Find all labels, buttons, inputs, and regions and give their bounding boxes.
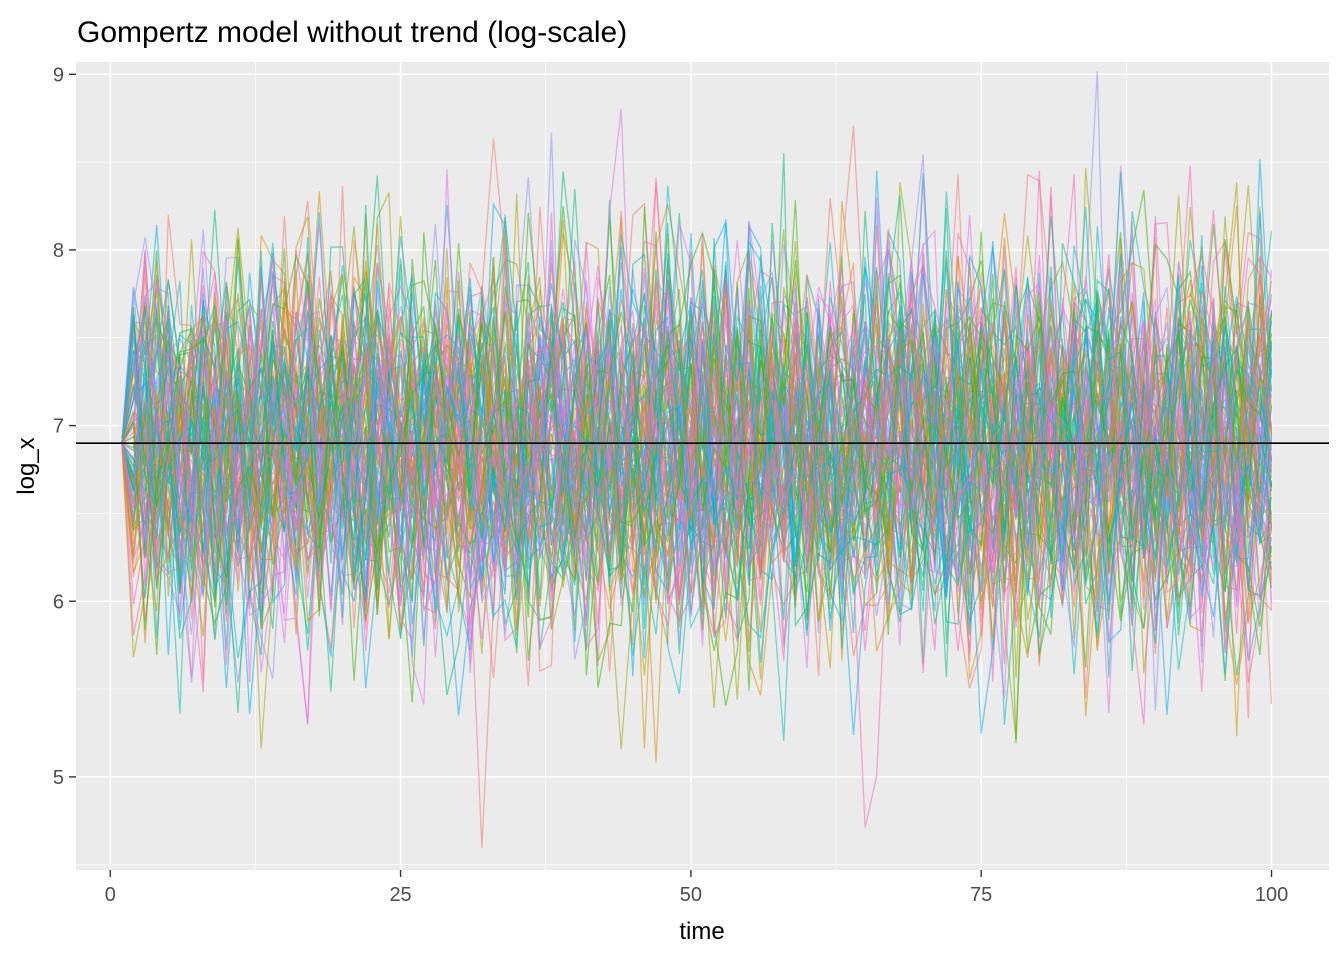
series-line-94 (121, 242, 1273, 681)
x-tick-label: 75 (970, 884, 992, 906)
y-tick-label: 6 (53, 591, 64, 613)
x-tick-label: 25 (389, 884, 411, 906)
series-line-100 (121, 170, 1273, 650)
y-tick-label: 5 (53, 767, 64, 789)
x-tick-label: 50 (680, 884, 702, 906)
y-axis: 5 6 7 8 9 (53, 64, 76, 789)
x-tick-label: 0 (105, 884, 116, 906)
x-tick-label: 100 (1255, 884, 1288, 906)
y-tick-label: 7 (53, 416, 64, 438)
x-axis: 0 25 50 75 100 (105, 870, 1288, 906)
y-tick-label: 9 (53, 64, 64, 86)
series-line-99 (121, 243, 1273, 705)
series-line-88 (121, 284, 1273, 648)
x-axis-title: time (679, 918, 724, 945)
y-axis-title: log_x (13, 437, 40, 494)
chart-title: Gompertz model without trend (log-scale) (77, 16, 627, 49)
series-line-98 (121, 224, 1273, 683)
y-tick-label: 8 (53, 240, 64, 262)
series-lines (121, 70, 1273, 848)
